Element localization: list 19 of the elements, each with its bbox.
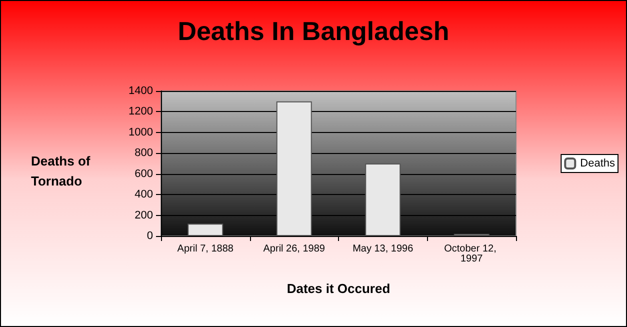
y-tick-label: 800 xyxy=(134,147,153,160)
chart-title: Deaths In Bangladesh xyxy=(178,16,450,46)
y-tick-label: 1400 xyxy=(128,85,153,97)
x-tick-label: May 13, 1996 xyxy=(352,244,414,254)
x-tick-label: April 7, 1888 xyxy=(177,244,234,254)
y-tick-label: 200 xyxy=(134,209,153,222)
y-tick-label: 400 xyxy=(134,188,153,201)
bar xyxy=(365,164,401,236)
y-tick-label: 600 xyxy=(134,168,153,180)
bar xyxy=(188,224,224,236)
x-tick-label: April 26, 1989 xyxy=(263,244,326,254)
y-axis-title: Deaths of Tornado xyxy=(31,154,94,188)
x-axis-title: Dates it Occured xyxy=(286,281,390,296)
y-tick-label: 1200 xyxy=(128,106,153,118)
y-tick-label: 1000 xyxy=(128,126,153,138)
y-tick-label: 0 xyxy=(146,230,153,242)
bar xyxy=(276,101,312,236)
x-tick-label: October 12, 1997 xyxy=(444,244,500,264)
legend-label: Deaths xyxy=(580,158,616,170)
